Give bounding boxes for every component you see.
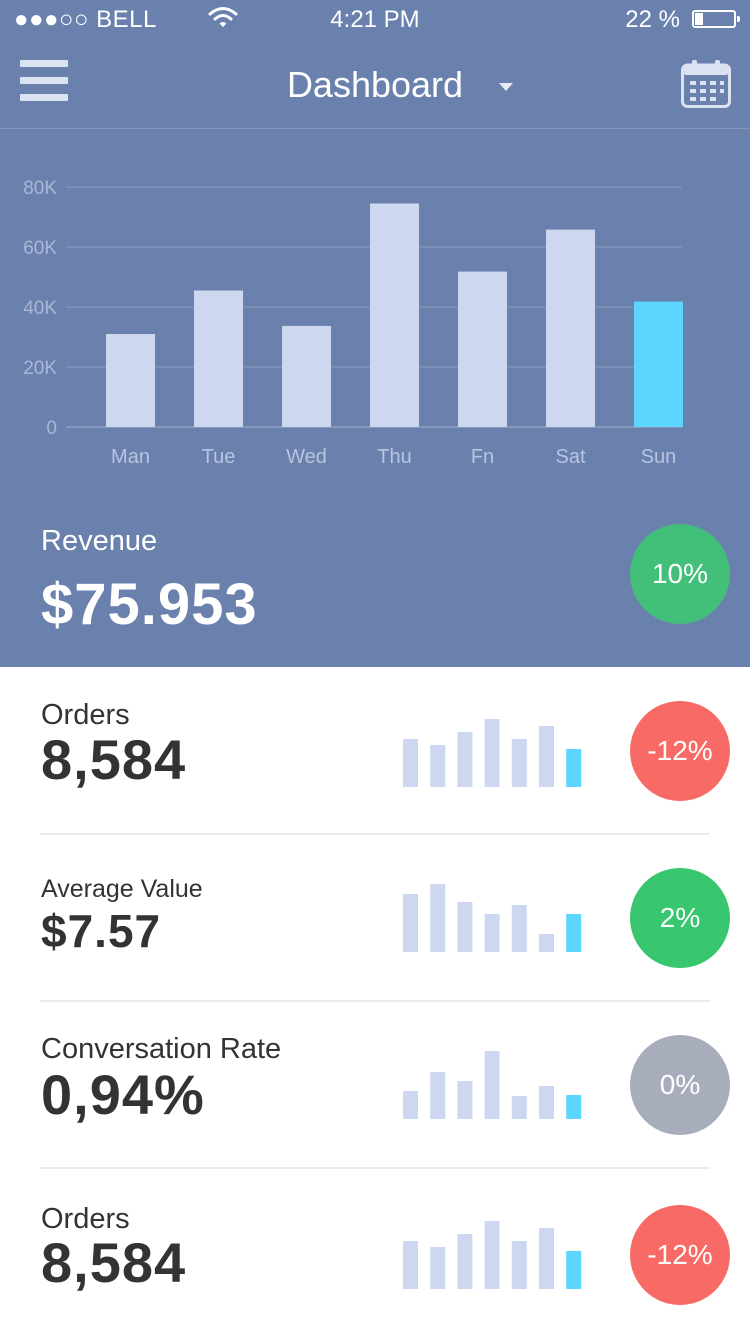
- caret-down-icon[interactable]: [499, 83, 513, 91]
- bar-man[interactable]: [106, 334, 155, 427]
- calendar-icon[interactable]: [681, 60, 731, 108]
- sparkline-bar: [484, 1051, 500, 1119]
- hamburger-menu-icon[interactable]: [20, 60, 68, 108]
- sparkline-bar: [539, 934, 554, 952]
- sparkline-bar: [484, 1221, 500, 1289]
- sparkline-bar: [566, 1095, 582, 1119]
- navigation-bar: Dashboard: [0, 40, 750, 129]
- sparkline-chart: [403, 884, 582, 952]
- sparkline-chart: [403, 1221, 582, 1289]
- row-divider: [40, 1000, 710, 1002]
- sparkline-bar: [430, 1247, 446, 1289]
- bar-sat[interactable]: [546, 229, 595, 427]
- y-tick-label: 0: [46, 418, 57, 439]
- bar-fn[interactable]: [458, 271, 507, 427]
- y-tick-label: 20K: [23, 358, 57, 379]
- sparkline-bar: [511, 739, 527, 787]
- row-divider: [40, 833, 710, 835]
- sparkline-bar: [403, 739, 418, 787]
- sparkline-bar: [403, 894, 418, 952]
- sparkline-bar: [539, 726, 554, 787]
- metric-value: 0,94%: [41, 1063, 205, 1126]
- bar-thu[interactable]: [370, 203, 419, 428]
- sparkline-chart: [403, 1051, 582, 1119]
- battery-percent: 22 %: [625, 6, 680, 33]
- metric-row[interactable]: Orders 8,584 -12%: [0, 1167, 750, 1334]
- sparkline-bar: [457, 1234, 473, 1289]
- sparkline-bar: [430, 1072, 446, 1119]
- status-time: 4:21 PM: [330, 6, 420, 33]
- sparkline-chart: [403, 719, 582, 787]
- metric-row[interactable]: Orders 8,584 -12%: [0, 667, 750, 835]
- revenue-change-badge: 10%: [630, 524, 730, 624]
- bar-wed[interactable]: [282, 325, 331, 427]
- sparkline-bar: [539, 1086, 554, 1119]
- change-badge: -12%: [630, 701, 730, 801]
- metric-value: 8,584: [41, 1231, 187, 1294]
- x-tick-label: Sat: [555, 446, 585, 468]
- bar-chart-svg: 0 20K 40K 60K 80K Man Tue Wed Thu Fn Sat Sun: [23, 178, 683, 468]
- sparkline-bar: [511, 905, 527, 952]
- sparkline-bar: [511, 1096, 527, 1119]
- x-tick-label: Sun: [641, 446, 677, 468]
- change-badge: 2%: [630, 868, 730, 968]
- status-bar: ●●●○○ BELL 4:21 PM 22 %: [0, 0, 750, 40]
- change-badge: 0%: [630, 1035, 730, 1135]
- sparkline-bar: [566, 749, 582, 787]
- metric-row[interactable]: Conversation Rate 0,94% 0%: [0, 1001, 750, 1169]
- carrier-signal: ●●●○○ BELL: [14, 6, 157, 33]
- bar-tue[interactable]: [194, 290, 243, 428]
- metric-row[interactable]: Average Value $7.57 2%: [0, 834, 750, 1002]
- revenue-value: $75.953: [41, 572, 258, 637]
- metric-label: Conversation Rate: [41, 1033, 282, 1065]
- wifi-icon: [208, 6, 238, 37]
- x-tick-label: Thu: [377, 446, 411, 468]
- change-badge: -12%: [630, 1205, 730, 1305]
- sparkline-bar: [430, 884, 446, 952]
- sparkline-bar: [539, 1228, 554, 1289]
- bar-sun[interactable]: [634, 301, 683, 427]
- x-tick-label: Fn: [471, 446, 494, 468]
- y-tick-label: 60K: [23, 238, 57, 259]
- sparkline-bar: [457, 902, 473, 952]
- metric-value: $7.57: [41, 905, 162, 957]
- sparkline-bar: [403, 1091, 418, 1119]
- sparkline-bar: [566, 1251, 582, 1289]
- sparkline-bar: [484, 719, 500, 787]
- sparkline-bar: [511, 1241, 527, 1289]
- battery-icon: [692, 10, 740, 28]
- y-tick-label: 80K: [23, 178, 57, 199]
- dashboard-header-panel: ●●●○○ BELL 4:21 PM 22 % Dashboard: [0, 0, 750, 667]
- weekly-revenue-chart: 0 20K 40K 60K 80K Man Tue Wed Thu Fn Sat Sun: [0, 150, 750, 480]
- revenue-label: Revenue: [41, 525, 158, 557]
- x-tick-label: Wed: [286, 446, 327, 468]
- metric-label: Average Value: [41, 875, 203, 903]
- sparkline-bar: [403, 1241, 418, 1289]
- sparkline-bar: [484, 914, 500, 952]
- y-tick-label: 40K: [23, 298, 57, 319]
- sparkline-bar: [457, 732, 473, 787]
- sparkline-bar: [430, 745, 446, 787]
- metric-label: Orders: [41, 699, 130, 731]
- battery-level: [695, 13, 703, 25]
- sparkline-bar: [566, 914, 582, 952]
- x-tick-label: Man: [111, 446, 150, 468]
- x-tick-label: Tue: [202, 446, 236, 468]
- page-title[interactable]: Dashboard: [286, 64, 464, 105]
- sparkline-bar: [457, 1081, 473, 1119]
- row-divider: [40, 1167, 710, 1169]
- metric-label: Orders: [41, 1203, 130, 1235]
- metric-value: 8,584: [41, 728, 187, 791]
